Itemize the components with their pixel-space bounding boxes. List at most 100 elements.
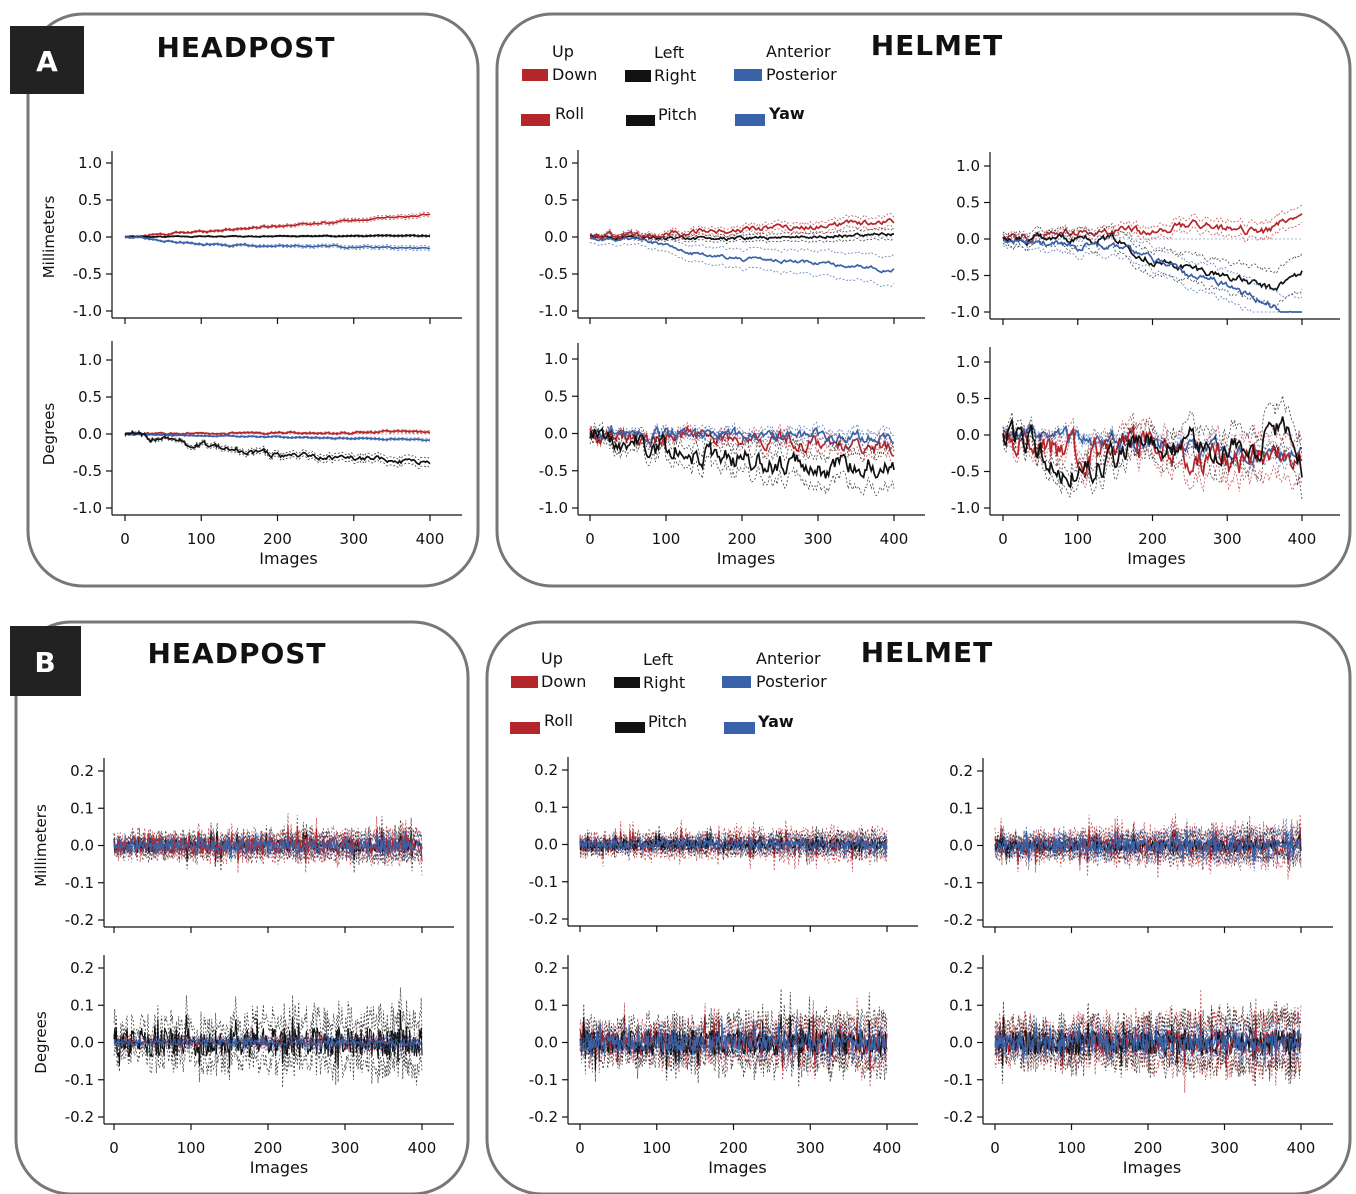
y-tick-label: -0.1 [65,874,94,892]
legend-anterior-label: Anterior [766,42,831,61]
x-tick-label: 400 [873,1139,902,1157]
y-tick-label: 0.0 [78,228,102,246]
y-tick-label: 1.0 [544,350,568,368]
x-tick-label: 0 [109,1139,119,1157]
y-tick-label: 1.0 [956,353,980,371]
panel-a-helmet-frame [495,12,1352,588]
panel-b-headpost-frame [14,620,470,1194]
chart-B-headpost-deg: 0.2 0.1 0.0 -0.1 -0.2 0 100 200 300 400 Images Degr… [32,955,454,1177]
series-blue-line [994,1022,1302,1063]
panel-b-label: B [34,646,55,679]
panel-a-helmet-title: HELMET [871,29,1004,62]
legend-yaw-swatch [724,722,755,734]
x-tick-label: 100 [1063,530,1092,548]
series-red-upper-band [589,421,895,448]
y-tick-label: 0.0 [949,837,973,855]
chart-A-helmet2-deg: 1.0 0.5 0.0 -0.5 -1.0 0 100 200 300 400 Images [951,347,1340,568]
x-axis-label: Images [259,549,317,568]
series-black-lower-band [1002,239,1303,308]
legend-yaw-label: Yaw [757,712,794,731]
series-red-upper-band [590,212,895,239]
x-tick-label: 100 [177,1139,206,1157]
y-tick-label: -0.2 [65,911,94,929]
legend-pitch-label: Pitch [648,712,687,731]
y-tick-label: 0.1 [949,996,973,1014]
series-red-line [589,424,895,457]
y-tick-label: 0.0 [956,230,980,248]
legend-down-label: Down [552,65,597,84]
y-tick-label: 0.1 [534,996,558,1014]
series-black-upper-band [1002,395,1303,478]
series-blue-line [579,834,888,855]
x-tick-label: 400 [1288,530,1317,548]
panel-b-headpost-title: HEADPOST [147,637,326,670]
series-blue-line [579,1021,888,1059]
series-blue-line [113,1036,423,1049]
y-tick-label: 0.0 [544,425,568,443]
series-blue-line [1002,238,1302,313]
x-tick-label: 100 [187,530,216,548]
legend-pitch-swatch [626,115,655,126]
series-black-line [589,426,895,480]
y-tick-label: 0.1 [70,996,94,1014]
series-black-upper-band [124,429,431,461]
legend-pitch-swatch [615,722,645,733]
series-red-line [124,429,431,437]
chart-B-helmet1-mm: 0.2 0.1 0.0 -0.1 -0.2 [529,757,918,932]
x-axis-label: Images [250,1158,308,1177]
y-tick-label: 0.0 [70,1034,94,1052]
series-blue-upper-band [124,235,431,247]
series-black-upper-band [124,233,431,238]
y-tick-label: 0.0 [544,228,568,246]
series-black-upper-band [994,1001,1302,1055]
legend-yaw-swatch [735,114,765,126]
x-tick-label: 200 [263,530,292,548]
y-tick-label: 0.1 [70,799,94,817]
chart-B-helmet2-deg: 0.2 0.1 0.0 -0.1 -0.2 0 100 200 300 400 Images [944,955,1333,1177]
series-black-line [113,1009,423,1068]
legend-posterior-label: Posterior [756,672,827,691]
series-blue-upper-band [589,421,895,442]
x-tick-label: 0 [998,530,1008,548]
series-red-lower-band [1002,437,1303,493]
y-axis-label: Millimeters [40,196,58,279]
panel-b-helmet-frame [485,620,1352,1194]
legend-roll-swatch [510,722,540,734]
chart-B-headpost-mm: 0.2 0.1 0.0 -0.1 -0.2 Millimeters [32,758,454,933]
series-black-lower-band [1002,426,1303,500]
series-blue-upper-band [579,828,888,851]
y-tick-label: 0.0 [956,426,980,444]
series-red-lower-band [124,215,431,239]
x-axis-label: Images [717,549,775,568]
series-blue-lower-band [124,434,431,443]
x-axis-label: Images [708,1158,766,1177]
series-blue-lower-band [1002,245,1302,313]
y-tick-label: -0.2 [944,911,973,929]
x-tick-label: 300 [1213,530,1242,548]
y-tick-label: -0.5 [73,462,102,480]
series-blue-upper-band [994,1015,1302,1057]
series-black-upper-band [994,821,1302,854]
legend-down-label: Down [541,672,586,691]
y-tick-label: -0.5 [539,265,568,283]
y-tick-label: 1.0 [78,154,102,172]
panel-a-legend: Up Down Left Right Anterior Posterior Ro… [521,42,837,126]
series-blue-upper-band [113,828,423,853]
series-blue-line [124,236,431,250]
y-tick-label: -1.0 [539,302,568,320]
y-axis-label: Degrees [32,1011,50,1074]
series-black-lower-band [589,434,895,496]
legend-anterior-label: Anterior [756,649,821,668]
series-red-upper-band [124,211,431,237]
y-tick-label: -0.5 [951,463,980,481]
y-tick-label: -1.0 [73,302,102,320]
series-red-upper-band [1002,412,1303,468]
chart-A-helmet2-mm: 1.0 0.5 0.0 -0.5 -1.0 [951,152,1340,325]
x-tick-label: 400 [1287,1139,1316,1157]
series-blue-upper-band [994,818,1302,855]
legend-red-swatch [511,676,538,688]
y-tick-label: -0.1 [944,874,973,892]
series-red-upper-band [1002,204,1303,240]
series-red-upper-band [113,813,423,855]
